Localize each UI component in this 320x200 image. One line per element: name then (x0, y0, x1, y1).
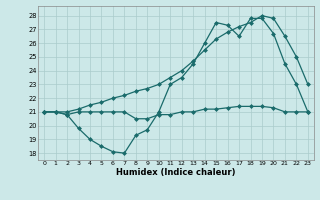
X-axis label: Humidex (Indice chaleur): Humidex (Indice chaleur) (116, 168, 236, 177)
